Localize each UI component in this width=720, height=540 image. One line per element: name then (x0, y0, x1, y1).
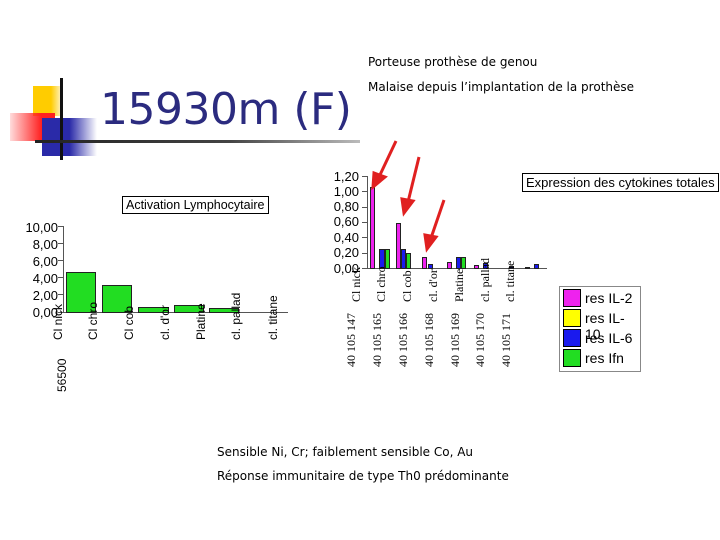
chart2-bar-il6-cl-chro (379, 249, 385, 269)
chart2-ytick: 1,00 (333, 184, 359, 199)
chart2-xlabel: cl. pallad (478, 258, 492, 302)
chart1-ytick: 6,00 (32, 254, 58, 269)
chart2-bar-ifn-cl-cob (406, 253, 411, 269)
chart2-sample-id: 40 105 171 (499, 313, 513, 367)
logo-vertical-line (60, 78, 63, 160)
tick (58, 294, 63, 295)
note-top-2: Malaise depuis l’implantation de la prot… (368, 80, 635, 94)
chart2-bar-il2-extra (525, 267, 530, 269)
tick (58, 243, 63, 244)
chart2-bar-il6-cl-cob (401, 249, 406, 269)
chart1-ytick: 2,00 (32, 288, 58, 303)
chart2-sample-id: 40 105 166 (396, 313, 410, 367)
chart2-legend: res IL-2 res IL-10 res IL-6 res Ifn (559, 286, 641, 372)
title-underline (35, 140, 360, 143)
chart2-ytick: 1,20 (333, 169, 359, 184)
chart1-y-axis (63, 226, 64, 313)
legend-swatch-il10 (563, 309, 581, 327)
legend-label: res IL-6 (585, 330, 633, 346)
chart2-y-axis (367, 176, 368, 269)
chart1-xlabel: cl. pallad (229, 292, 243, 340)
tick (362, 207, 367, 208)
chart2-bar-il2-platine (447, 262, 452, 269)
chart1-xlabel: Cl cob (122, 305, 136, 340)
chart2-title: Expression des cytokines totales (522, 173, 719, 192)
tick (58, 260, 63, 261)
legend-swatch-ifn (563, 349, 581, 367)
chart2-bar-il6-cl-titane (509, 266, 514, 269)
chart1-xlabel: cl. titane (266, 295, 280, 340)
legend-swatch-il2 (563, 289, 581, 307)
chart2-xlabel: Cl nick (349, 267, 363, 302)
chart1-title: Activation Lymphocytaire (122, 196, 269, 214)
chart1-ytick: 4,00 (32, 271, 58, 286)
chart2-xlabel: Cl chro (374, 266, 388, 302)
logo-square-blue (42, 118, 97, 156)
chart2-bar-ifn-cl-chro (385, 249, 390, 269)
slide-title: 15930m (F) (100, 84, 352, 135)
chart2-bar-il6-cl-dor (428, 264, 433, 269)
chart1-bar-cl-cob (138, 307, 169, 313)
chart2-bar-il6-extra (534, 264, 539, 269)
note-bottom-1: Sensible Ni, Cr; faiblement sensible Co,… (217, 445, 474, 459)
chart1-ytick: 10,00 (25, 220, 58, 235)
note-top-1: Porteuse prothèse de genou (368, 55, 538, 69)
legend-label: res IL-10 (585, 310, 625, 342)
legend-label: res Ifn (585, 350, 624, 366)
chart1-bar-cl-chro (102, 285, 132, 313)
chart1-xlabel: cl. d'or (158, 305, 172, 340)
chart2-bar-il2-cl-pallad (474, 265, 479, 269)
tick (362, 253, 367, 254)
tick (362, 191, 367, 192)
legend-swatch-il6 (563, 329, 581, 347)
chart1-bar-cl-dor (174, 305, 204, 313)
chart2-bar-ifn-platine (461, 257, 466, 269)
chart2-sample-id: 40 105 168 (422, 313, 436, 367)
chart2-ytick: 0,20 (333, 245, 359, 260)
chart1-ytick: 8,00 (32, 237, 58, 252)
chart2-ytick: 0,00 (333, 261, 359, 276)
tick (362, 268, 367, 269)
chart2-xlabel: Cl cob (400, 270, 414, 302)
chart2-xlabel: cl. d'or (426, 269, 440, 302)
chart1-xlabel: Cl nick (51, 303, 65, 340)
logo-square-yellow (33, 86, 63, 116)
chart1-bar-cl-nick (66, 272, 96, 313)
chart1-xlabel: Cl chro (86, 301, 100, 340)
chart2-ytick: 0,60 (333, 214, 359, 229)
note-bottom-2: Réponse immunitaire de type Th0 prédomin… (217, 469, 509, 483)
chart2-ytick: 0,80 (333, 199, 359, 214)
chart2-xlabel: cl. titane (503, 260, 517, 302)
chart1-ytick: 0,00 (32, 305, 58, 320)
tick (362, 222, 367, 223)
tick (58, 277, 63, 278)
chart2-bar-il2-cl-cob (396, 223, 401, 269)
chart2-sample-id: 40 105 165 (370, 313, 384, 367)
chart2-bar-il6-platine (456, 257, 461, 269)
tick (58, 312, 63, 313)
chart1-xlabel: Platine (194, 303, 208, 340)
chart2-xlabel: Platine (452, 268, 466, 302)
chart1-bar-platine (209, 308, 239, 313)
chart2-ytick: 0,40 (333, 230, 359, 245)
chart2-bar-il2-cl-dor (422, 257, 427, 269)
chart2-sample-id: 40 105 147 (344, 313, 358, 367)
sample-number-label: 56500 (55, 358, 69, 392)
tick (362, 176, 367, 177)
chart2-sample-id: 40 105 169 (448, 313, 462, 367)
red-arrow-annotations (371, 140, 446, 253)
legend-label: res IL-2 (585, 290, 633, 306)
chart2-bar-il6-cl-pallad (483, 263, 488, 269)
tick (362, 237, 367, 238)
chart2-sample-id: 40 105 170 (473, 313, 487, 367)
tick (58, 226, 63, 227)
